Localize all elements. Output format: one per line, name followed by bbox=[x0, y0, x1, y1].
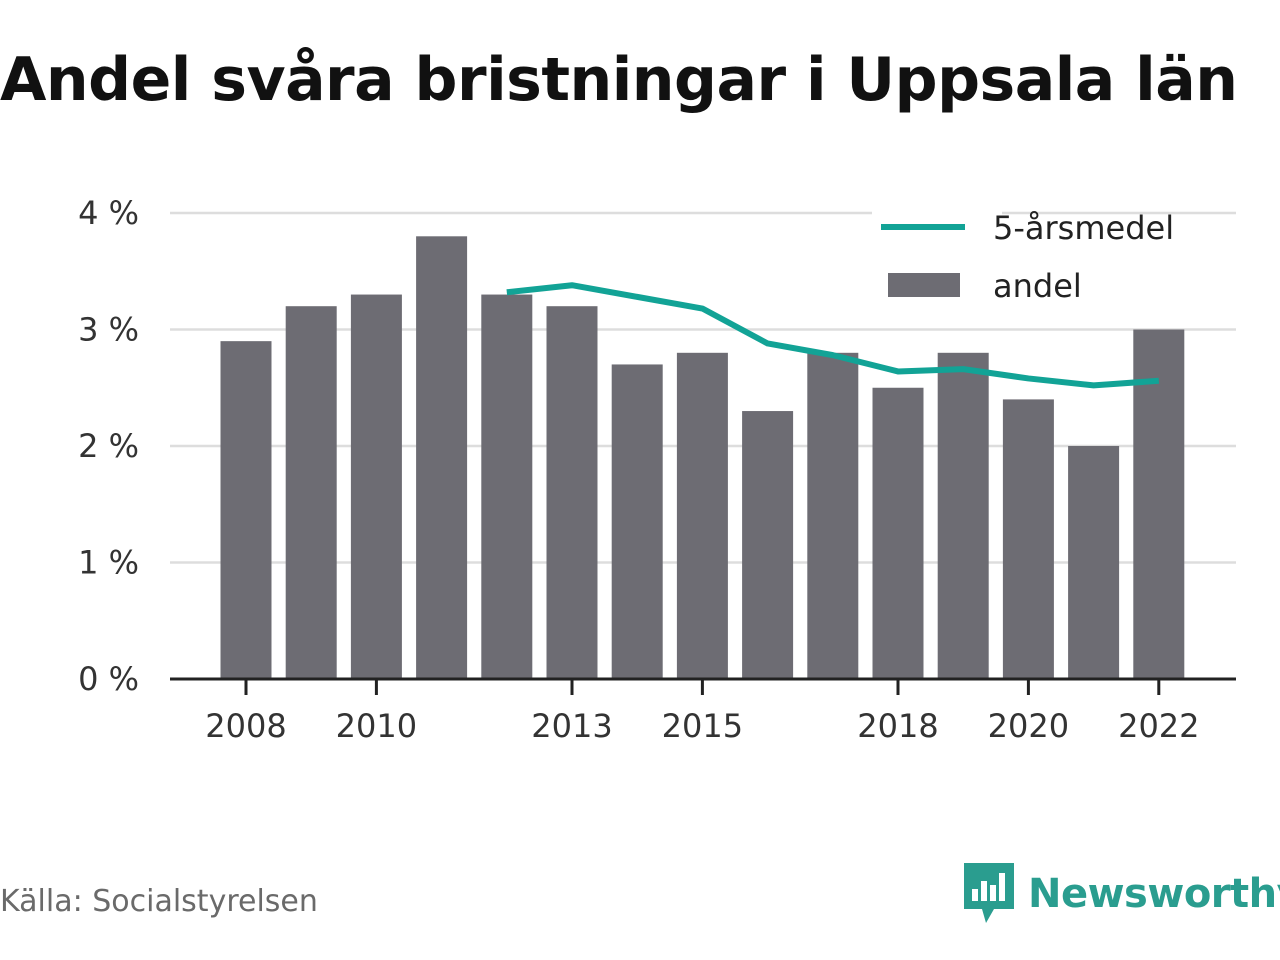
bar-2022 bbox=[1133, 329, 1185, 679]
bar-2011 bbox=[416, 236, 468, 680]
y-tick-label: 0 % bbox=[78, 660, 139, 698]
brand-logo: Newsworthy bbox=[964, 862, 1280, 926]
newsworthy-logo-icon bbox=[964, 863, 1014, 923]
y-tick-label: 1 % bbox=[78, 544, 139, 582]
bar-2018 bbox=[872, 387, 924, 679]
bar-2010 bbox=[350, 294, 402, 679]
legend-swatch-bar bbox=[888, 273, 960, 297]
legend-label-line: 5-årsmedel bbox=[993, 209, 1174, 247]
x-tick-label: 2008 bbox=[205, 707, 286, 745]
bar-2016 bbox=[742, 411, 794, 679]
legend-background bbox=[872, 206, 1002, 316]
bar-2019 bbox=[937, 352, 989, 679]
line-series bbox=[506, 282, 1160, 389]
source-note: Källa: Socialstyrelsen bbox=[0, 884, 318, 919]
bar-2021 bbox=[1068, 446, 1120, 679]
y-tick-label: 3 % bbox=[78, 311, 139, 349]
legend-label-bar: andel bbox=[993, 267, 1082, 305]
bar-2020 bbox=[1002, 399, 1054, 679]
y-tick-label: 4 % bbox=[78, 194, 139, 232]
chart-title: Andel svåra bristningar i Uppsala län bbox=[0, 45, 1238, 115]
x-tick-label: 2013 bbox=[531, 707, 612, 745]
bar-2014 bbox=[611, 364, 663, 679]
bar-2012 bbox=[481, 294, 533, 679]
x-tick-label: 2010 bbox=[336, 707, 417, 745]
bar-2009 bbox=[285, 306, 337, 679]
axes: 0 % 1 % 2 % 3 % 4 % 2008 2010 2013 2015 2018 2020 2… bbox=[78, 194, 1236, 745]
bar-2013 bbox=[546, 306, 598, 679]
legend: 5-årsmedel andel bbox=[872, 206, 1174, 316]
bar-2015 bbox=[676, 352, 728, 679]
chart-area: 0 % 1 % 2 % 3 % 4 % 2008 2010 2013 2015 2018 2020 2… bbox=[78, 194, 1236, 745]
x-tick-label: 2022 bbox=[1118, 707, 1199, 745]
bar-2017 bbox=[807, 352, 859, 679]
x-tick-label: 2018 bbox=[857, 707, 938, 745]
bar-2008 bbox=[220, 341, 272, 679]
bar-series bbox=[220, 236, 1185, 680]
x-tick-label: 2020 bbox=[988, 707, 1069, 745]
brand-name: Newsworthy bbox=[1028, 871, 1280, 917]
y-tick-label: 2 % bbox=[78, 427, 139, 465]
x-tick-label: 2015 bbox=[662, 707, 743, 745]
